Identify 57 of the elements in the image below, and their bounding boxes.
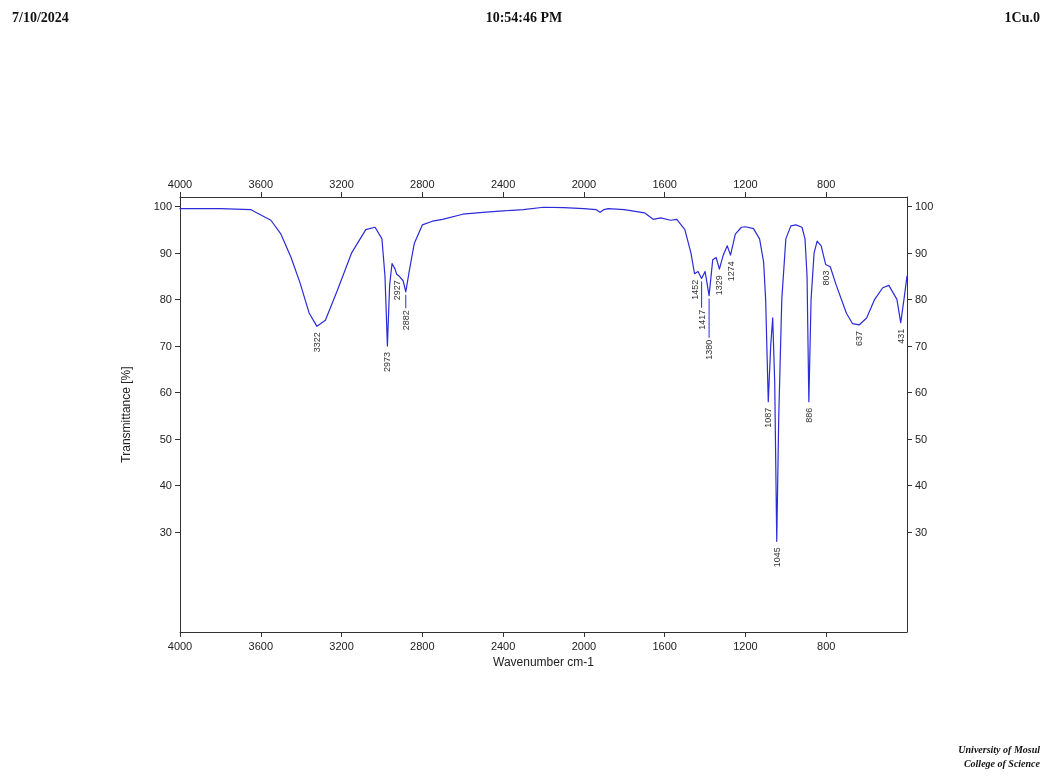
y2-tick-label: 50 <box>915 432 928 445</box>
y-tick-label: 60 <box>159 386 172 399</box>
annotation: 1045 <box>771 547 782 568</box>
text: 1Cu.0 <box>1004 9 1040 25</box>
x2-tick-label: 2800 <box>410 177 435 190</box>
annotation: 2973 <box>382 351 393 372</box>
y2-tick-label: 90 <box>915 246 928 259</box>
x-axis-title: Wavenumber cm-1 <box>493 655 595 669</box>
y-tick-label: 100 <box>153 200 172 213</box>
annotation: 2927 <box>391 280 402 301</box>
x2-tick-label: 800 <box>817 177 836 190</box>
y-tick-label: 70 <box>159 339 172 352</box>
x2-tick-label: 2400 <box>490 177 516 190</box>
y-tick-label: 40 <box>159 479 172 492</box>
annotation: 1380 <box>704 339 715 360</box>
annotation: 1274 <box>725 261 736 282</box>
annotation: 431 <box>895 328 906 344</box>
x2-tick-label: 3600 <box>248 177 274 190</box>
text: College of Science <box>963 757 1041 769</box>
text: 7/10/2024 <box>12 9 69 25</box>
x-tick-label: 4000 <box>167 639 193 652</box>
y-tick-label: 90 <box>159 246 172 259</box>
annotation: 886 <box>803 407 814 423</box>
x-tick-label: 2400 <box>490 639 516 652</box>
annotation: 3322 <box>311 332 322 353</box>
x2-tick-label: 1600 <box>652 177 677 190</box>
annotation: 1087 <box>763 407 774 428</box>
y-axis-title: Transmittance [%] <box>119 366 133 463</box>
x-tick-label: 3600 <box>248 639 274 652</box>
x-tick-label: 800 <box>817 639 836 652</box>
annotation: 803 <box>820 270 831 286</box>
x-tick-label: 3200 <box>329 639 354 652</box>
annotation: 1417 <box>696 309 707 330</box>
x2-tick-label: 3200 <box>329 177 354 190</box>
line-series <box>179 206 908 542</box>
x-tick-label: 2000 <box>571 639 597 652</box>
x2-tick-label: 2000 <box>571 177 597 190</box>
y2-tick-label: 80 <box>915 293 928 306</box>
x-tick-label: 2800 <box>410 639 435 652</box>
y2-tick-label: 60 <box>915 386 928 399</box>
text: 10:54:46 PM <box>485 9 563 25</box>
x-tick-label: 1200 <box>733 639 758 652</box>
annotation: 637 <box>854 330 865 346</box>
x-tick-label: 1600 <box>652 639 677 652</box>
y2-tick-label: 70 <box>915 339 928 352</box>
y2-tick-label: 40 <box>915 479 928 492</box>
annotation: 1452 <box>689 279 700 300</box>
x2-tick-label: 1200 <box>733 177 758 190</box>
y2-tick-label: 100 <box>915 200 934 213</box>
text: University of Mosul <box>958 743 1041 755</box>
annotation: 1329 <box>714 275 725 296</box>
y-tick-label: 30 <box>159 525 172 538</box>
x2-tick-label: 4000 <box>167 177 193 190</box>
y-tick-label: 50 <box>159 432 172 445</box>
y2-tick-label: 30 <box>915 525 928 538</box>
annotation: 2882 <box>400 310 411 331</box>
y-tick-label: 80 <box>159 293 172 306</box>
